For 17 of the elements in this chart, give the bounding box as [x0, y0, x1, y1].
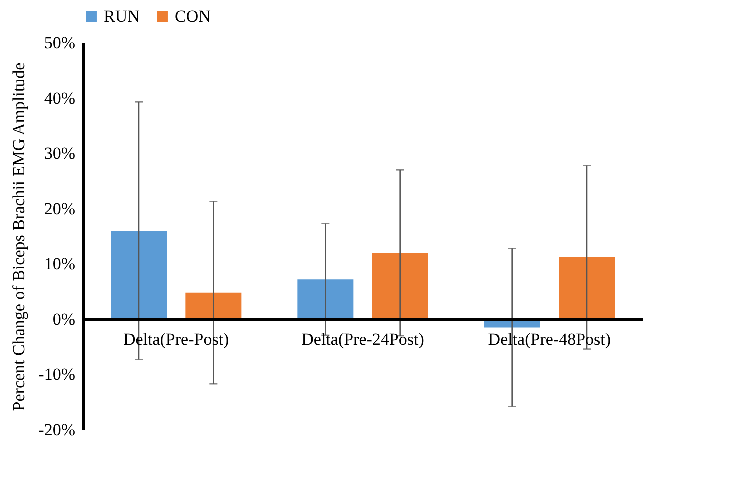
bar — [559, 258, 615, 320]
bar — [372, 253, 428, 320]
y-tick-label: -20% — [38, 420, 76, 440]
y-tick-label: 40% — [44, 88, 76, 108]
bar — [111, 230, 167, 320]
y-tick-label: 0% — [52, 310, 76, 329]
legend-label: CON — [175, 6, 211, 26]
bar — [298, 280, 354, 320]
y-tick-label: 30% — [44, 144, 76, 164]
y-tick-label: -10% — [38, 365, 76, 384]
legend-label: RUN — [104, 6, 140, 26]
y-tick-label: 50% — [44, 34, 76, 52]
y-tick-label: 20% — [44, 199, 76, 218]
y-axis-title: Percent Change of Biceps Brachii EMG Amplitude — [10, 62, 29, 412]
y-tick-label: 10% — [44, 254, 76, 274]
bar — [186, 292, 242, 320]
x-tick-label: Delta(Pre-24Post) — [302, 330, 424, 349]
